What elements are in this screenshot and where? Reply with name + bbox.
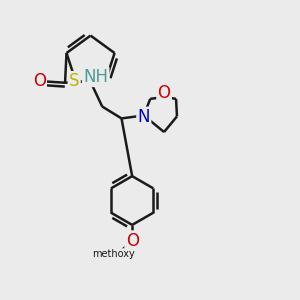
Text: O: O	[158, 84, 171, 102]
Text: N: N	[138, 108, 150, 126]
Text: NH: NH	[83, 68, 108, 86]
Text: O: O	[33, 72, 46, 90]
Text: S: S	[69, 72, 80, 90]
Text: methoxy: methoxy	[92, 249, 135, 259]
Text: O: O	[126, 232, 139, 250]
